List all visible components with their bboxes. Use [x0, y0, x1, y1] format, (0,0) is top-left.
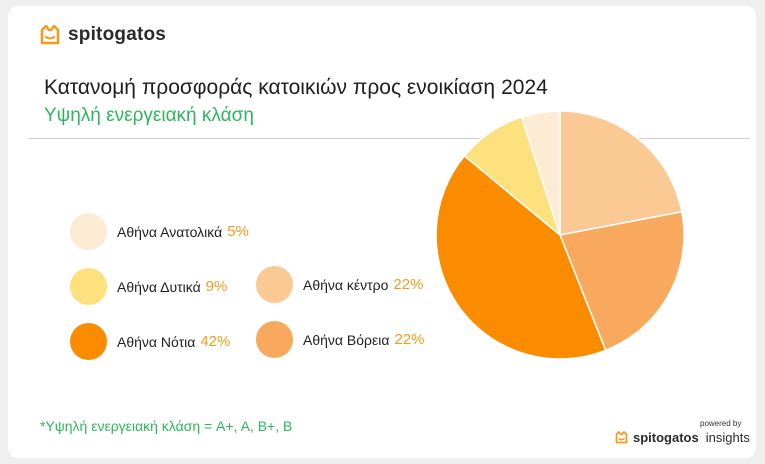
legend-label: Αθήνα Βόρεια: [303, 331, 390, 348]
powered-by-brand: spitogatos insights: [614, 430, 750, 445]
legend-label: Αθήνα Νότια: [117, 333, 196, 350]
chart-title-text: Κατανομή προσφοράς κατοικιών προς ενοικί…: [44, 76, 496, 99]
pie-slice-1: [558, 210, 685, 352]
legend-label: Αθήνα κέντρο: [303, 276, 389, 293]
legend-percent: 5%: [227, 223, 249, 240]
legend-swatch: [256, 321, 293, 358]
legend-percent: 22%: [394, 331, 425, 348]
legend-item-athens-center: Αθήνα κέντρο 22%: [256, 266, 423, 303]
footnote: *Υψηλή ενεργειακή κλάση = A+, A, B+, B: [40, 418, 293, 434]
legend-item-athens-west: Αθήνα Δυτικά 9%: [70, 268, 227, 305]
pie-chart: [435, 110, 685, 360]
legend-swatch: [70, 268, 107, 305]
legend-percent: 9%: [205, 278, 228, 295]
powered-brand-name: spitogatos: [633, 430, 699, 445]
powered-by-label: powered by: [700, 419, 742, 428]
legend-swatch: [70, 213, 107, 250]
pie-slice-0: [559, 110, 683, 236]
legend-label: Αθήνα Ανατολικά: [117, 223, 223, 240]
pie-slice-2: [435, 154, 607, 360]
legend-item-athens-south: Αθήνα Νότια 42%: [70, 323, 230, 360]
chart-title-year: 2024: [501, 76, 548, 99]
legend-item-athens-east: Αθήνα Ανατολικά 5%: [70, 213, 249, 250]
brand-logo: spitogatos: [38, 24, 166, 46]
legend-label: Αθήνα Δυτικά: [117, 278, 201, 295]
powered-brand-suffix: insights: [705, 430, 750, 445]
cat-logo-small-icon: [615, 431, 628, 444]
chart-subtitle: Υψηλή ενεργειακή κλάση: [44, 105, 254, 126]
legend-swatch: [256, 266, 293, 303]
pie-slice-4: [520, 110, 561, 236]
divider: [28, 138, 750, 139]
chart-title: Κατανομή προσφοράς κατοικιών προς ενοικί…: [44, 76, 548, 100]
legend-item-athens-north: Αθήνα Βόρεια 22%: [256, 321, 424, 358]
cat-logo-icon: [40, 25, 60, 45]
brand-name: spitogatos: [68, 24, 167, 45]
legend-swatch: [70, 323, 107, 360]
legend-percent: 22%: [393, 276, 424, 293]
legend-percent: 42%: [200, 333, 231, 350]
